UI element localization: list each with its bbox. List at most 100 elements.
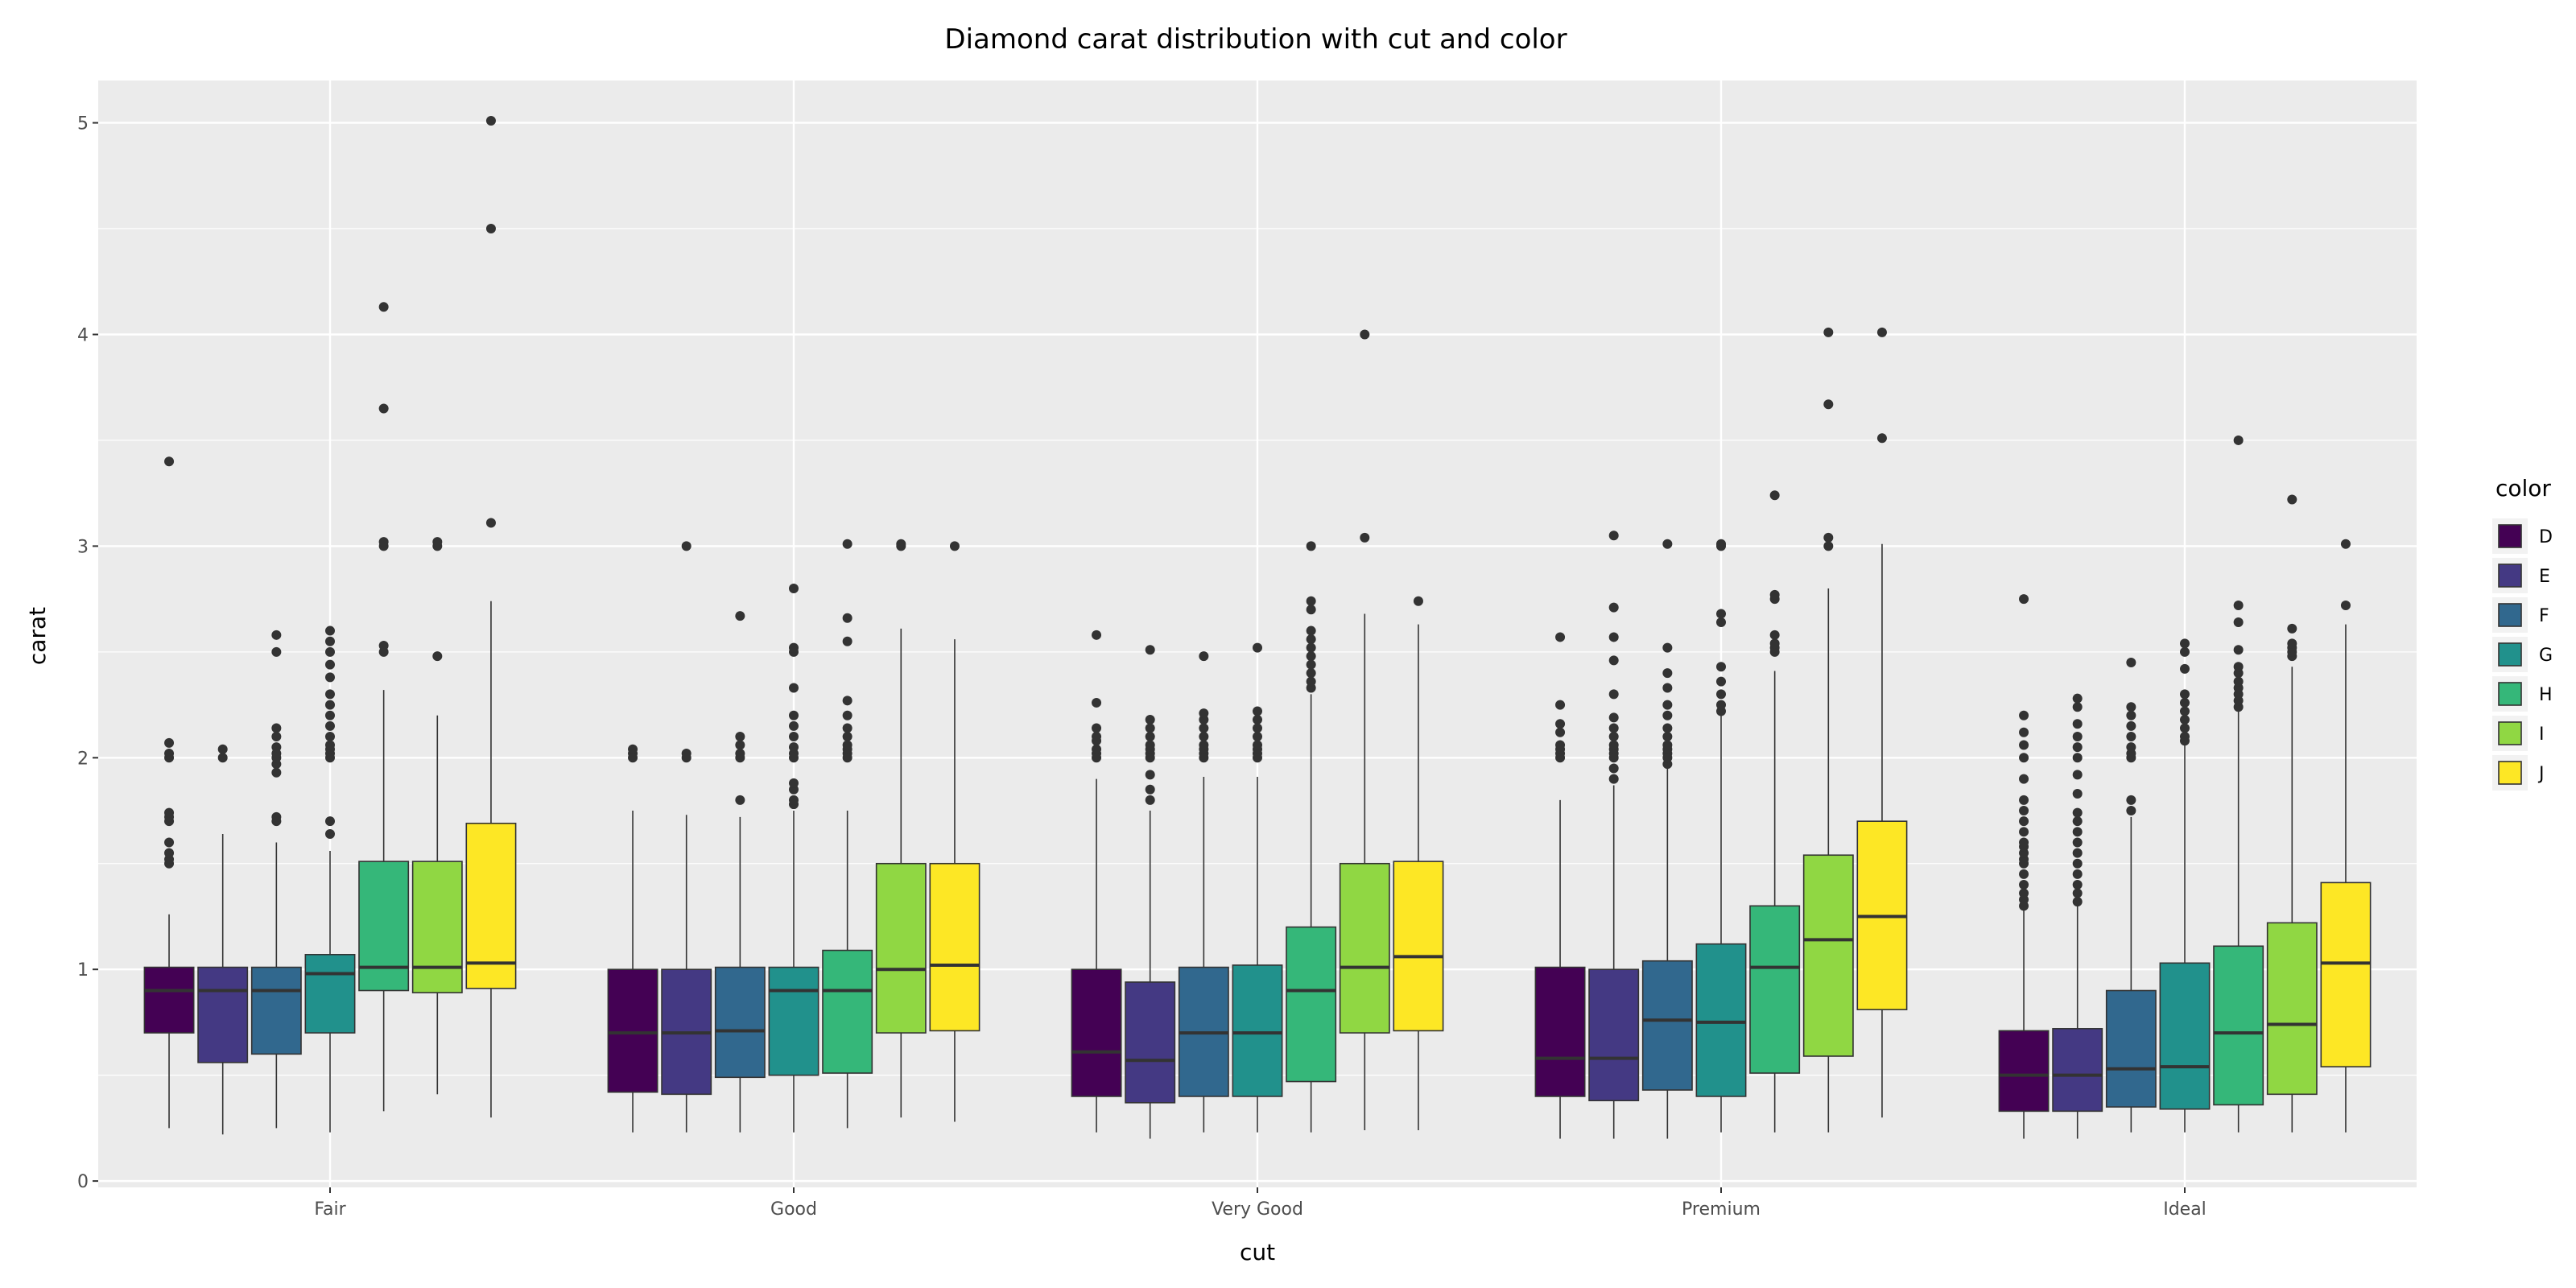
- box-ideal-D: [1998, 594, 2050, 1139]
- outlier-point: [2233, 676, 2244, 687]
- outlier-point: [842, 539, 852, 549]
- outlier-point: [2180, 638, 2190, 649]
- outlier-point: [1716, 700, 1726, 710]
- outlier-point: [2019, 594, 2029, 605]
- box-premium-J: [1856, 327, 1908, 1118]
- outlier-point: [1555, 700, 1566, 710]
- box-very-good-G: [1232, 642, 1283, 1133]
- legend-swatch-I: [2498, 721, 2522, 745]
- box-ideal-H: [2213, 435, 2264, 1133]
- outlier-point: [325, 700, 335, 710]
- box-iqr: [1232, 964, 1283, 1097]
- box-fair-E: [197, 744, 249, 1135]
- outlier-point: [271, 723, 282, 733]
- legend-swatch-H: [2498, 682, 2522, 706]
- outlier-point: [1306, 541, 1316, 551]
- box-good-F: [714, 611, 766, 1133]
- outlier-point: [1253, 732, 1262, 742]
- outlier-point: [485, 518, 496, 528]
- outlier-point: [2072, 693, 2083, 704]
- box-good-G: [768, 583, 819, 1133]
- outlier-point: [789, 778, 799, 788]
- outlier-point: [271, 646, 282, 657]
- outlier-point: [2233, 662, 2244, 672]
- box-iqr: [875, 862, 927, 1034]
- outlier-point: [325, 720, 335, 731]
- box-fair-I: [411, 537, 463, 1095]
- box-very-good-E: [1125, 645, 1176, 1139]
- legend-label-I: I: [2539, 724, 2545, 745]
- box-very-good-H: [1286, 541, 1337, 1133]
- outlier-point: [2072, 888, 2083, 898]
- outlier-point: [1823, 399, 1834, 410]
- legend-label-H: H: [2539, 685, 2553, 705]
- legend-title: color: [2496, 475, 2551, 502]
- box-iqr: [1071, 968, 1122, 1097]
- outlier-point: [789, 710, 799, 720]
- box-iqr: [465, 823, 517, 989]
- outlier-point: [2287, 623, 2297, 634]
- outlier-point: [1145, 732, 1155, 742]
- y-tick-label: 2: [77, 749, 89, 769]
- box-iqr: [1641, 960, 1693, 1091]
- y-axis-title: carat: [24, 607, 51, 665]
- box-fair-D: [143, 456, 195, 1129]
- outlier-point: [2072, 880, 2083, 890]
- legend-swatch-F: [2498, 603, 2522, 627]
- outlier-point: [164, 848, 175, 858]
- box-iqr: [768, 966, 819, 1076]
- outlier-point: [325, 689, 335, 700]
- outlier-point: [2019, 740, 2029, 750]
- outlier-point: [2233, 435, 2244, 445]
- outlier-point: [2180, 723, 2190, 733]
- box-layer: [143, 115, 2372, 1139]
- outlier-point: [1092, 630, 1102, 640]
- outlier-point: [2126, 732, 2136, 742]
- outlier-point: [1662, 710, 1673, 720]
- legend-label-F: F: [2539, 606, 2549, 626]
- outlier-point: [325, 710, 335, 720]
- outlier-point: [2019, 837, 2029, 848]
- outlier-point: [2019, 888, 2029, 898]
- box-very-good-D: [1071, 630, 1122, 1133]
- outlier-point: [217, 744, 228, 754]
- outlier-point: [2180, 706, 2190, 716]
- box-iqr: [2213, 945, 2264, 1106]
- outlier-point: [1145, 740, 1155, 750]
- outlier-point: [485, 115, 496, 126]
- box-ideal-I: [2266, 494, 2318, 1133]
- legend-swatch-J: [2498, 761, 2522, 785]
- outlier-point: [789, 742, 799, 753]
- outlier-point: [1608, 723, 1619, 733]
- box-iqr: [143, 966, 195, 1034]
- legend-label-D: D: [2539, 527, 2553, 547]
- box-iqr: [2105, 989, 2157, 1108]
- outlier-point: [1306, 605, 1316, 615]
- box-fair-J: [465, 115, 517, 1118]
- outlier-point: [2126, 710, 2136, 720]
- outlier-point: [1608, 689, 1619, 700]
- outlier-point: [2126, 657, 2136, 667]
- outlier-point: [2287, 638, 2297, 649]
- outlier-point: [2072, 848, 2083, 858]
- outlier-point: [1608, 712, 1619, 723]
- outlier-point: [842, 732, 852, 742]
- box-iqr: [1286, 926, 1337, 1083]
- outlier-point: [271, 742, 282, 753]
- outlier-point: [789, 683, 799, 693]
- outlier-point: [271, 767, 282, 778]
- outlier-point: [325, 646, 335, 657]
- outlier-point: [1306, 642, 1316, 653]
- box-good-D: [607, 744, 658, 1133]
- box-iqr: [607, 968, 658, 1093]
- x-tick-label: Ideal: [2163, 1199, 2207, 1220]
- outlier-point: [1555, 727, 1566, 737]
- outlier-point: [2072, 719, 2083, 729]
- chart-title: Diamond carat distribution with cut and …: [944, 23, 1567, 56]
- outlier-point: [628, 744, 638, 754]
- outlier-point: [2180, 646, 2190, 657]
- outlier-point: [2126, 795, 2136, 805]
- box-iqr: [2052, 1028, 2103, 1113]
- outlier-point: [485, 224, 496, 234]
